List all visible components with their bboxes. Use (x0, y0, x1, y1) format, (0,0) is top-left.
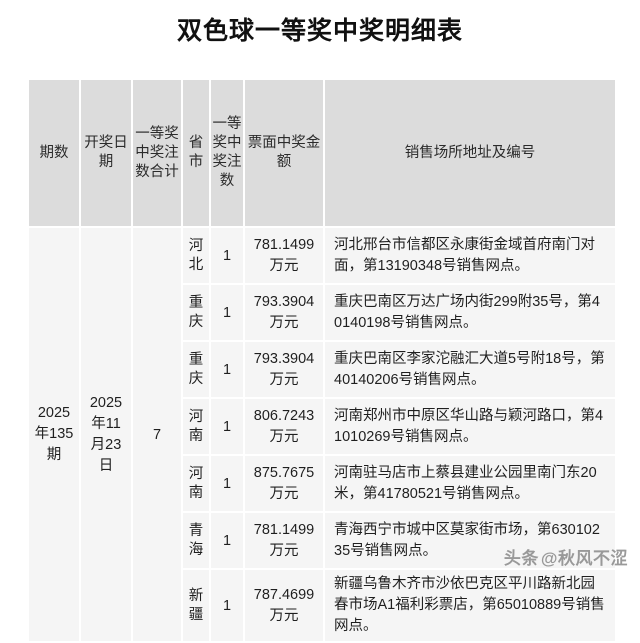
cell-first-prize-bets: 1 (211, 285, 243, 340)
cell-province-city: 新疆 (183, 570, 209, 641)
cell-first-prize-bets: 1 (211, 342, 243, 397)
cell-issue: 2025年135期 (29, 228, 79, 641)
column-header-ticket-prize-amount: 票面中奖金额 (245, 80, 323, 226)
table-row: 重庆 1 793.3904万元 重庆巴南区万达广场内街299附35号，第4014… (29, 285, 615, 340)
detail-table-container: 期数 开奖日期 一等奖中奖注数合计 省市 一等奖中奖注数 票面中奖金额 销售场所… (27, 78, 615, 643)
cell-province-city: 河北 (183, 228, 209, 283)
cell-draw-date: 2025年11月23日 (81, 228, 131, 641)
cell-ticket-prize-amount: 806.7243万元 (245, 399, 323, 454)
table-row: 2025年135期 2025年11月23日 7 河北 1 781.1499万元 … (29, 228, 615, 641)
cell-total-first-prize-bets: 7 (133, 228, 181, 641)
table-header: 期数 开奖日期 一等奖中奖注数合计 省市 一等奖中奖注数 票面中奖金额 销售场所… (29, 80, 615, 226)
cell-ticket-prize-amount: 793.3904万元 (245, 342, 323, 397)
prize-detail-table: 期数 开奖日期 一等奖中奖注数合计 省市 一等奖中奖注数 票面中奖金额 销售场所… (27, 78, 617, 643)
cell-ticket-prize-amount: 875.7675万元 (245, 456, 323, 511)
table-row: 河南 1 806.7243万元 河南郑州市中原区华山路与颖河路口，第410102… (29, 399, 615, 454)
cell-first-prize-bets: 1 (211, 399, 243, 454)
cell-ticket-prize-amount: 787.4699万元 (245, 570, 323, 641)
cell-first-prize-bets: 1 (211, 570, 243, 641)
table-row: 青海 1 781.1499万元 青海西宁市城中区莫家街市场，第63010235号… (29, 513, 615, 568)
column-header-first-prize-bets: 一等奖中奖注数 (211, 80, 243, 226)
cell-outlet-address: 河南郑州市中原区华山路与颖河路口，第41010269号销售网点。 (325, 399, 615, 454)
cell-outlet-address: 河南驻马店市上蔡县建业公园里南门东20米，第41780521号销售网点。 (325, 456, 615, 511)
page-title: 双色球一等奖中奖明细表 (176, 17, 463, 45)
cell-first-prize-bets: 1 (211, 228, 243, 283)
cell-first-prize-bets: 1 (211, 456, 243, 511)
table-header-row: 期数 开奖日期 一等奖中奖注数合计 省市 一等奖中奖注数 票面中奖金额 销售场所… (29, 80, 615, 226)
column-header-issue: 期数 (29, 80, 79, 226)
column-header-draw-date: 开奖日期 (81, 80, 131, 226)
column-header-total-first-prize-bets: 一等奖中奖注数合计 (133, 80, 181, 226)
column-header-province-city: 省市 (183, 80, 209, 226)
cell-province-city: 青海 (183, 513, 209, 568)
cell-province-city: 重庆 (183, 285, 209, 340)
cell-outlet-address: 青海西宁市城中区莫家街市场，第63010235号销售网点。 (325, 513, 615, 568)
cell-ticket-prize-amount: 793.3904万元 (245, 285, 323, 340)
cell-outlet-address: 河北邢台市信都区永康街金域首府南门对面，第13190348号销售网点。 (325, 228, 615, 283)
table-row: 河南 1 875.7675万元 河南驻马店市上蔡县建业公园里南门东20米，第41… (29, 456, 615, 511)
column-header-outlet-address: 销售场所地址及编号 (325, 80, 615, 226)
cell-ticket-prize-amount: 781.1499万元 (245, 228, 323, 283)
page-root: 双色球一等奖中奖明细表 期数 开奖日期 一等奖中奖注数合计 省市 一等奖中奖注数 (29, 17, 628, 634)
cell-first-prize-bets: 1 (211, 513, 243, 568)
cell-outlet-address: 重庆巴南区万达广场内街299附35号，第40140198号销售网点。 (325, 285, 615, 340)
table-row: 重庆 1 793.3904万元 重庆巴南区李家沱融汇大道5号附18号，第4014… (29, 342, 615, 397)
cell-outlet-address: 新疆乌鲁木齐市沙依巴克区平川路新北园春市场A1福利彩票店，第65010889号销… (325, 570, 615, 641)
cell-ticket-prize-amount: 781.1499万元 (245, 513, 323, 568)
cell-province-city: 河南 (183, 399, 209, 454)
cell-province-city: 重庆 (183, 342, 209, 397)
cell-outlet-address: 重庆巴南区李家沱融汇大道5号附18号，第40140206号销售网点。 (325, 342, 615, 397)
table-body: 2025年135期 2025年11月23日 7 河北 1 781.1499万元 … (29, 228, 615, 641)
cell-province-city: 河南 (183, 456, 209, 511)
